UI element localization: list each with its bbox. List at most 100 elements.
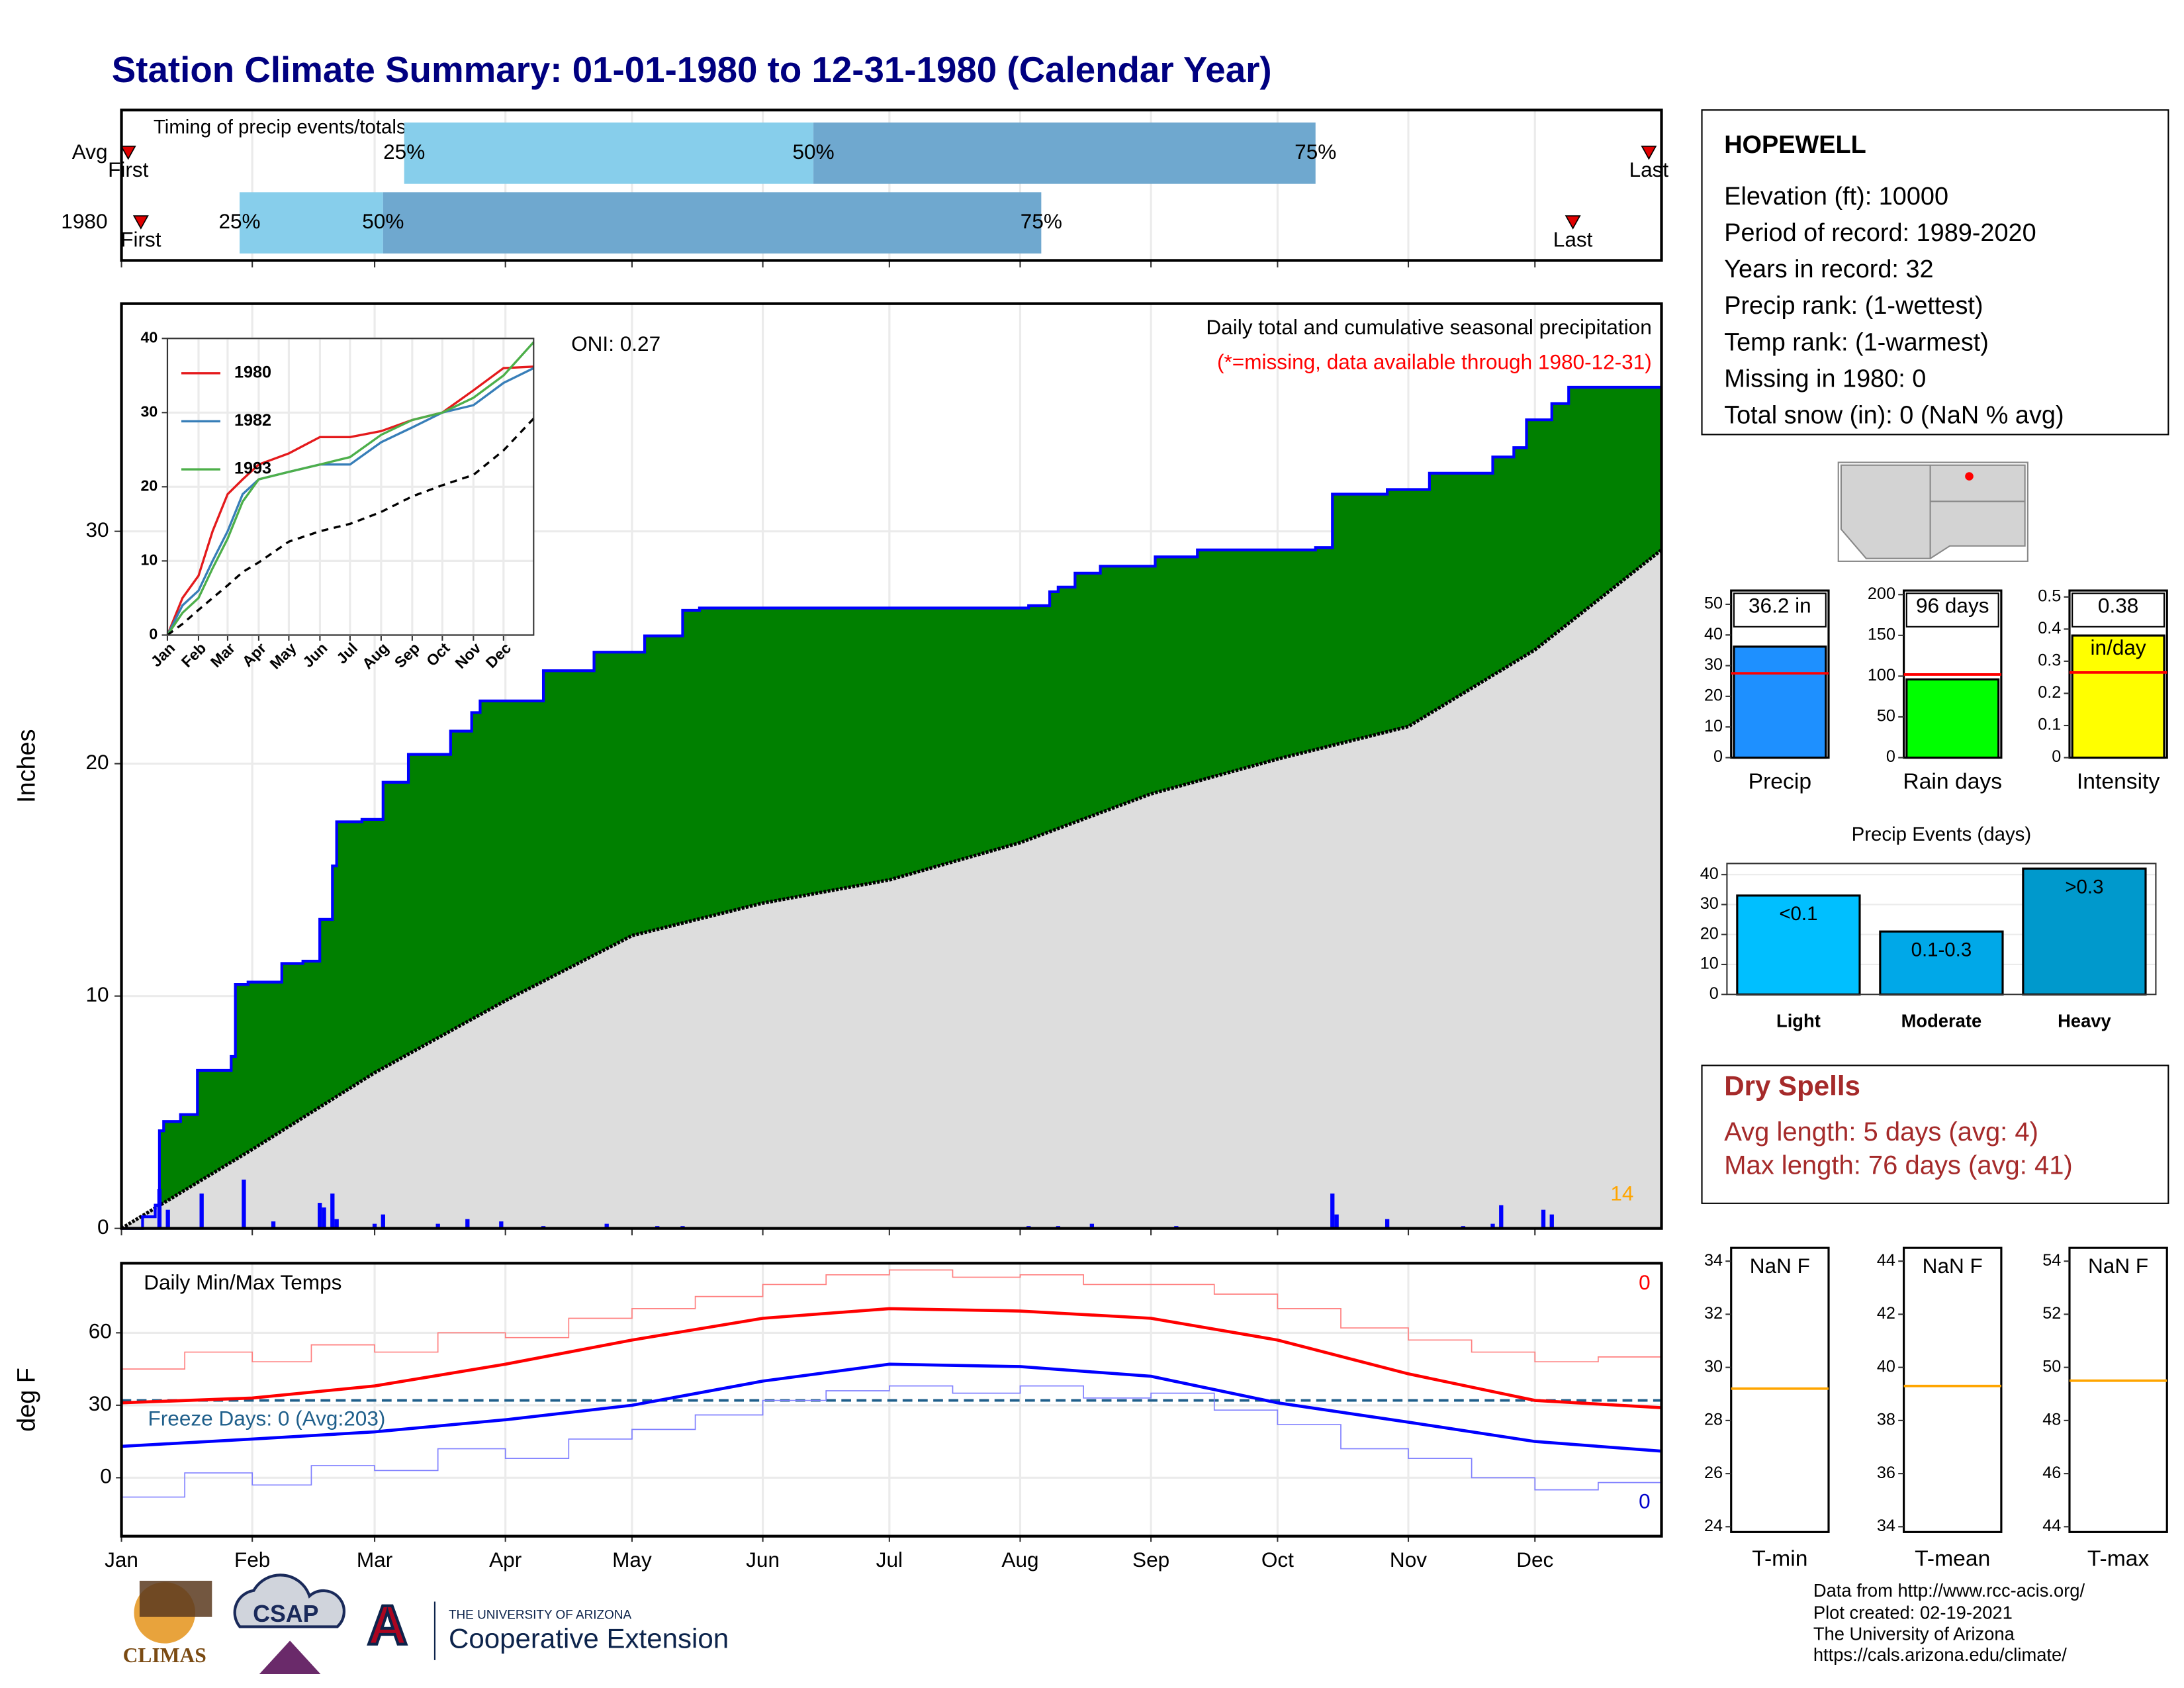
y-tick-label: 38: [1877, 1411, 1895, 1429]
daily-bar: [465, 1219, 470, 1229]
annotation: ONI: 0.27: [571, 332, 660, 355]
y-tick-label: 0.4: [2038, 619, 2061, 637]
y-tick-label: 30: [1700, 894, 1719, 913]
x-tick-label: Jul: [876, 1548, 903, 1571]
chart-title: Daily Min/Max Temps: [144, 1270, 341, 1294]
daily-bar: [604, 1223, 609, 1229]
average-area: [121, 549, 1662, 1229]
max-count: 0: [1639, 1270, 1651, 1294]
bar: [1736, 894, 1861, 996]
x-tick-label: T-mean: [1915, 1546, 1990, 1571]
daily-bar: [322, 1207, 326, 1229]
x-tick-label: Feb: [234, 1548, 270, 1571]
y-tick-label: 32: [1704, 1304, 1723, 1323]
freeze-label: Freeze Days: 0 (Avg:203): [148, 1406, 386, 1430]
bar: [1733, 645, 1827, 759]
station-line: Precip rank: (1-wettest): [1724, 292, 1983, 320]
station-dot: [1965, 472, 1974, 481]
y-tick-label: 0.5: [2038, 586, 2061, 605]
value-unit: in/day: [2091, 635, 2146, 659]
daily-bar: [271, 1221, 276, 1229]
y-tick-label: 30: [141, 402, 158, 420]
x-tick-label: Aug: [1001, 1548, 1038, 1571]
csap-logo: CSAP: [253, 1601, 318, 1627]
y-tick-label: 44: [2042, 1517, 2061, 1535]
y-tick-label: 46: [2042, 1464, 2061, 1482]
bar: [2022, 867, 2147, 996]
x-tick-label: Light: [1776, 1011, 1821, 1031]
y-tick-label: 40: [1877, 1357, 1895, 1376]
value-label: 36.2 in: [1749, 594, 1811, 618]
quartile-label: 50%: [362, 209, 404, 233]
daily-bar: [165, 1209, 170, 1229]
timing-bar: [383, 192, 1042, 254]
page-title: Station Climate Summary: 01-01-1980 to 1…: [112, 49, 1272, 90]
timing-marker: [1565, 215, 1581, 230]
daily-bar: [381, 1214, 385, 1229]
value-label-box: [1905, 592, 1999, 628]
y-tick-label: 10: [141, 551, 158, 568]
timing-marker: [1641, 146, 1657, 160]
y-tick-label: 150: [1868, 625, 1895, 643]
location-map: [1837, 461, 2028, 562]
daily-bar: [1541, 1209, 1546, 1229]
daily-bar: [334, 1219, 339, 1229]
legend-label: 1993: [234, 459, 271, 478]
value-label: NaN F: [1750, 1254, 1810, 1278]
value-label: 96 days: [1916, 594, 1989, 618]
day-count: 14: [1610, 1182, 1633, 1205]
series-line: [121, 1307, 1662, 1409]
x-tick-label: Moderate: [1901, 1011, 1982, 1031]
chart-title: Precip Events (days): [1852, 823, 2032, 845]
logos: CLIMAS CSAP A THE UNIVERSITY OF ARIZONA …: [123, 1573, 729, 1674]
map-border: [1929, 465, 2025, 559]
y-tick-label: 34: [1704, 1251, 1723, 1270]
station-box: [1701, 109, 2169, 436]
x-tick-label: Heavy: [2058, 1011, 2111, 1031]
station-name: HOPEWELL: [1724, 131, 1866, 159]
y-tick-label: 40: [1704, 625, 1723, 643]
daily-bar: [318, 1203, 322, 1229]
series-line: [166, 341, 535, 636]
footer-line: https://cals.arizona.edu/climate/: [1813, 1644, 2067, 1665]
value-label: NaN F: [2088, 1254, 2148, 1278]
quartile-label: 50%: [793, 140, 835, 164]
y-tick-label: 30: [1704, 1357, 1723, 1376]
daily-bar: [330, 1194, 335, 1229]
dry-spells-box: [1701, 1064, 2169, 1204]
y-tick-label: 20: [1704, 686, 1723, 705]
bar: [1905, 678, 2000, 759]
min-count: 0: [1639, 1489, 1651, 1513]
y-tick-label: 40: [1700, 865, 1719, 883]
y-tick-label: 0: [97, 1215, 109, 1239]
x-tick-label: Dec: [1516, 1548, 1553, 1571]
csap-cloud: [233, 1573, 345, 1628]
value-label: NaN F: [1923, 1254, 1983, 1278]
x-tick-label: Intensity: [2077, 769, 2160, 794]
x-tick-label: Jun: [746, 1548, 780, 1571]
x-tick-label: T-min: [1752, 1546, 1807, 1571]
plot-frame: [1730, 1246, 1830, 1533]
station-line: Total snow (in): 0 (NaN % avg): [1724, 402, 2064, 430]
chart-subtitle: (*=missing, data available through 1980-…: [1217, 350, 1652, 373]
value-label-box: [2071, 592, 2165, 628]
y-tick-label: 20: [141, 477, 158, 494]
x-tick-label: May: [612, 1548, 652, 1571]
y-tick-label: 100: [1868, 666, 1895, 684]
y-tick-label: 0: [2052, 747, 2061, 766]
y-tick-label: 0.1: [2038, 716, 2061, 734]
series-line: [166, 365, 534, 636]
quartile-label: 75%: [1295, 140, 1336, 164]
footer-line: The University of Arizona: [1813, 1623, 2015, 1644]
y-tick-label: 34: [1877, 1517, 1895, 1535]
y-tick-label: 60: [89, 1319, 112, 1343]
y-tick-label: 200: [1868, 585, 1895, 603]
y-tick-label: 30: [89, 1391, 112, 1415]
x-tick-label: T-max: [2087, 1546, 2150, 1571]
daily-bar: [199, 1194, 204, 1229]
x-tick-label: Sep: [1132, 1548, 1169, 1571]
average-line: [120, 548, 1663, 1230]
y-tick-label: 10: [1704, 717, 1723, 735]
timing-marker: [132, 215, 149, 230]
y-tick-label: 0.2: [2038, 683, 2061, 702]
